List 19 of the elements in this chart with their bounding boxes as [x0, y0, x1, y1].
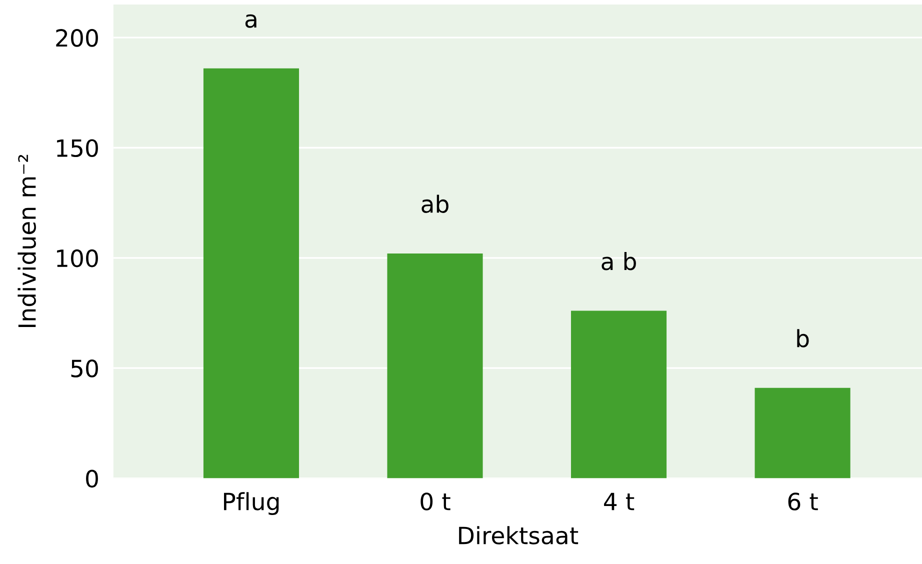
annotation: a b [602, 252, 636, 270]
x-tick-label: 4 t [604, 492, 634, 510]
y-tick-label: 200 [56, 29, 98, 47]
x-tick-label: 6 t [788, 492, 818, 510]
bar [570, 310, 667, 478]
annotation: ab [422, 194, 448, 213]
y-tick-label: 50 [71, 360, 98, 378]
y-tick-label: 150 [57, 139, 98, 158]
bar [387, 254, 483, 478]
x-tick-label: Pflug [224, 492, 279, 516]
bar [203, 68, 300, 478]
annotation: a [245, 14, 256, 28]
y-tick-label: 0 [86, 470, 98, 488]
annotation: b [797, 329, 809, 348]
x-tick-label: 0 t [420, 492, 450, 510]
x-axis-title: Direktsaat [459, 526, 578, 544]
y-tick-label: 100 [57, 249, 98, 268]
bar [754, 388, 850, 478]
y-axis-title: Individuen m⁻² [18, 154, 36, 328]
